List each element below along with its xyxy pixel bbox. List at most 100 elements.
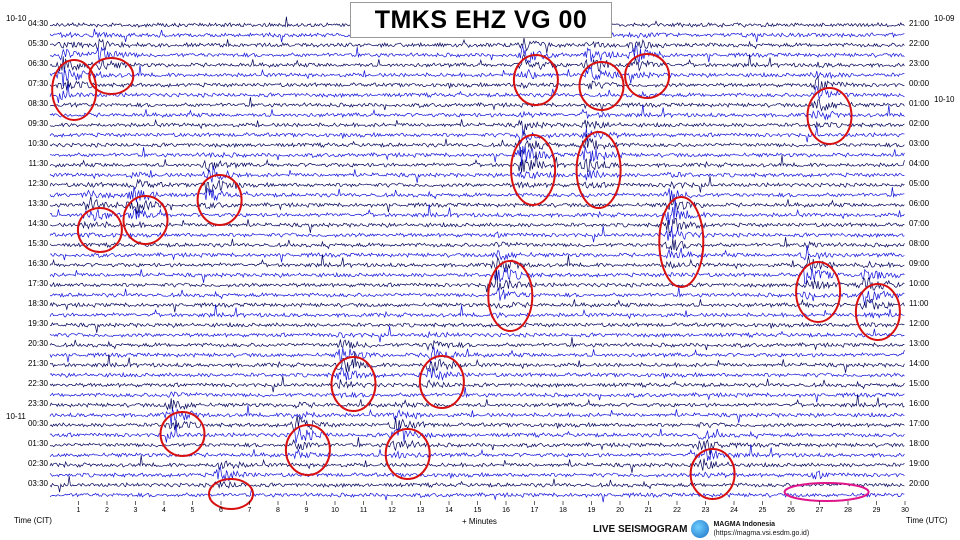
trace-line (49, 65, 905, 87)
event-circle (510, 134, 557, 206)
left-time-label: 02:30 (28, 459, 49, 468)
left-date-mid: 10-11 (6, 412, 26, 421)
event-circle (783, 482, 870, 502)
trace-line (49, 287, 905, 306)
trace-line (49, 298, 905, 313)
trace-line (49, 53, 905, 73)
x-tick-label: 18 (559, 507, 567, 514)
trace-line (50, 245, 905, 263)
left-time-label: 10:30 (28, 139, 49, 148)
trace-line (49, 455, 905, 473)
trace-line (49, 347, 905, 364)
event-circle (159, 411, 206, 457)
right-time-label: 04:00 (909, 159, 930, 168)
trace-line (49, 118, 905, 136)
x-tick-label: 22 (673, 507, 681, 514)
trace-line (49, 376, 905, 393)
x-tick-label: 27 (816, 507, 824, 514)
trace-line (49, 405, 905, 426)
trace-line (49, 145, 905, 167)
right-time-label: 14:00 (909, 359, 930, 368)
left-time-label: 09:30 (28, 119, 49, 128)
left-time-label: 21:30 (28, 359, 49, 368)
right-time-label: 17:00 (909, 419, 930, 428)
x-tick-label: 10 (331, 507, 339, 514)
x-tick-label: 19 (588, 507, 596, 514)
left-time-label: 08:30 (28, 99, 49, 108)
trace-line (49, 266, 905, 285)
event-circle (854, 283, 901, 341)
left-time-label: 05:30 (28, 39, 49, 48)
x-tick-label: 29 (873, 507, 881, 514)
left-time-label: 12:30 (28, 179, 49, 188)
right-time-label: 02:00 (909, 119, 930, 128)
x-axis-label: + Minutes (462, 517, 497, 526)
x-tick-label: 26 (787, 507, 795, 514)
trace-line (49, 165, 905, 183)
left-axis-label: Time (CIT) (14, 516, 52, 525)
right-time-label: 19:00 (909, 459, 930, 468)
x-tick-label: 3 (134, 507, 138, 514)
trace-line (49, 326, 905, 343)
x-tick-label: 13 (417, 507, 425, 514)
event-circle (418, 355, 465, 409)
x-tick-label: 17 (531, 507, 539, 514)
event-circle (384, 428, 431, 480)
magma-logo-icon (691, 520, 710, 538)
trace-line (49, 97, 905, 113)
x-tick-label: 30 (901, 507, 909, 514)
right-time-label: 07:00 (909, 219, 930, 228)
trace-line (49, 44, 905, 64)
trace-line (49, 424, 905, 444)
trace-line (49, 304, 905, 320)
right-time-label: 12:00 (909, 319, 930, 328)
trace-line (49, 466, 905, 482)
x-tick-label: 11 (360, 507, 367, 514)
event-circle (578, 61, 625, 111)
right-time-label: 05:00 (909, 179, 930, 188)
left-time-label: 16:30 (28, 259, 49, 268)
right-time-label: 23:00 (909, 59, 930, 68)
trace-line (49, 176, 905, 194)
x-tick-label: 28 (844, 507, 852, 514)
left-time-label: 22:30 (28, 379, 49, 388)
right-time-label: 11:00 (909, 299, 929, 308)
left-time-label: 23:30 (28, 399, 49, 408)
trace-line (49, 37, 905, 54)
event-circle (795, 261, 842, 323)
left-time-label: 13:30 (28, 199, 49, 208)
right-time-label: 06:00 (909, 199, 930, 208)
chart-title: TMKS EHZ VG 00 (374, 5, 588, 34)
left-time-label: 17:30 (28, 279, 49, 288)
live-seismogram-label: LIVE SEISMOGRAM (593, 523, 688, 535)
x-tick-label: 24 (730, 507, 738, 514)
left-time-label: 18:30 (28, 299, 49, 308)
left-time-label: 03:30 (28, 479, 49, 488)
right-time-label: 10:00 (909, 279, 930, 288)
left-time-label: 06:30 (28, 59, 49, 68)
x-tick-label: 8 (276, 507, 280, 514)
magma-credit: MAGMA Indonesia (https://magma.vsi.esdm.… (713, 520, 809, 538)
right-time-label: 03:00 (909, 139, 930, 148)
right-time-label: 13:00 (909, 339, 930, 348)
trace-line (49, 444, 905, 461)
right-time-labels: 21:00 22:00 23:00 00:00 01:00 02:00 03:00 04:00… (909, 19, 930, 488)
event-circle (330, 356, 377, 412)
trace-line (49, 394, 905, 412)
x-tick-label: 7 (248, 507, 252, 514)
right-time-label: 00:00 (909, 79, 930, 88)
event-circle (689, 448, 736, 500)
left-time-label: 19:30 (28, 319, 49, 328)
left-time-label: 14:30 (28, 219, 49, 228)
magma-org-url: (https://magma.vsi.esdm.go.id) (713, 530, 810, 537)
x-tick-label: 15 (474, 507, 482, 514)
trace-line (49, 217, 905, 235)
x-tick-label: 9 (305, 507, 309, 514)
right-time-label: 22:00 (909, 39, 930, 48)
left-time-label: 15:30 (28, 239, 49, 248)
x-tick-label: 25 (759, 507, 767, 514)
left-time-label: 00:30 (28, 419, 49, 428)
left-time-label: 04:30 (28, 19, 49, 28)
trace-line (49, 367, 905, 381)
event-circle (51, 59, 98, 121)
